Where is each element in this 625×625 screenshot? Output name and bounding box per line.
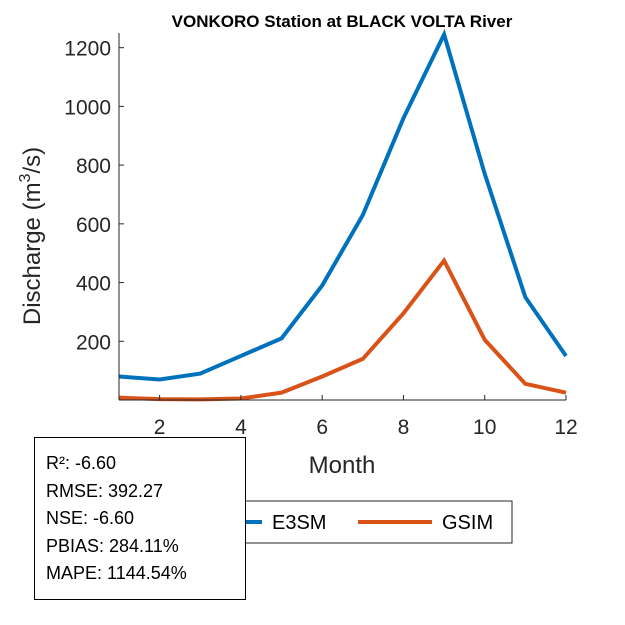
legend-label-e3sm: E3SM [272, 512, 326, 534]
x-tick-label: 2 [154, 416, 166, 439]
x-axis-label: Month [309, 452, 376, 479]
stat-mape: MAPE: 1144.54% [46, 563, 187, 583]
legend: E3SM GSIM [232, 500, 513, 544]
stat-r2: R²: -6.60 [46, 453, 117, 473]
y-tick-label: 1000 [64, 96, 111, 119]
y-ticks: 200 400 600 800 1000 1200 [64, 38, 124, 354]
legend-label-gsim: GSIM [442, 512, 493, 534]
x-tick-label: 12 [554, 416, 577, 439]
x-tick-label: 10 [473, 416, 496, 439]
y-tick-label: 1200 [64, 38, 111, 61]
stat-nse: NSE: -6.60 [46, 508, 135, 528]
stat-pbias: PBIAS: 284.11% [46, 535, 179, 556]
x-tick-label: 6 [316, 416, 328, 439]
x-tick-label: 8 [398, 416, 410, 439]
y-axis-label-suffix: /s) [19, 147, 46, 174]
chart-title: VONKORO Station at BLACK VOLTA River [172, 12, 513, 31]
stat-rmse: RMSE: 392.27 [46, 480, 164, 501]
y-tick-label: 400 [76, 273, 111, 296]
x-ticks: 2 4 6 8 10 12 [154, 395, 578, 439]
y-tick-label: 600 [76, 214, 111, 237]
y-tick-label: 800 [76, 155, 111, 178]
series-line-gsim [118, 256, 567, 402]
y-axis-label-superscript: 3 [17, 173, 34, 182]
stats-box: R²: -6.60 RMSE: 392.27 NSE: -6.60 PBIAS:… [34, 437, 246, 600]
y-tick-label: 200 [76, 331, 111, 354]
y-axis-label-prefix: Discharge (m [19, 182, 46, 325]
axes-layer [118, 33, 566, 401]
x-tick-label: 4 [235, 416, 247, 439]
series-line-e3sm [118, 28, 568, 382]
series-layer [118, 28, 568, 402]
y-axis-label: Discharge (m3/s) [17, 147, 46, 325]
